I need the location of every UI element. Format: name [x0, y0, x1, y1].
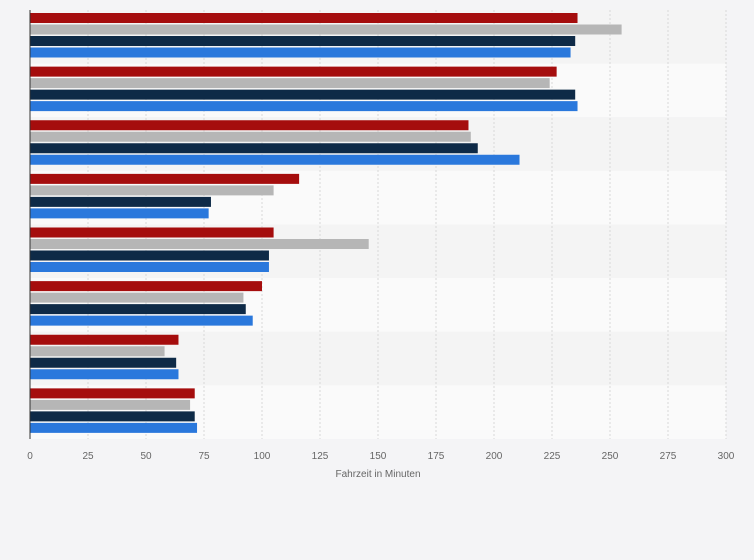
bar — [30, 78, 550, 89]
x-tick-label: 50 — [140, 451, 152, 462]
bar — [30, 101, 578, 112]
x-tick-label: 75 — [198, 451, 210, 462]
x-tick-label: 200 — [486, 451, 503, 462]
bar — [30, 120, 469, 131]
bar — [30, 36, 576, 46]
bar — [30, 89, 576, 100]
x-tick-label: 300 — [718, 451, 735, 462]
bar — [30, 143, 478, 154]
x-tick-label: 0 — [27, 451, 33, 462]
x-tick-label: 100 — [254, 451, 271, 462]
bar — [30, 281, 262, 292]
bar — [30, 422, 198, 433]
x-tick-label: 250 — [602, 451, 619, 462]
bar — [30, 196, 211, 207]
bar — [30, 315, 253, 326]
bar — [30, 13, 578, 23]
bar — [30, 131, 471, 142]
bar — [30, 239, 369, 249]
bar — [30, 399, 191, 410]
bar — [30, 24, 622, 35]
x-tick-label: 225 — [544, 451, 561, 462]
bar — [30, 292, 244, 303]
bar — [30, 47, 571, 58]
x-tick-labels: 0 25 50 75 100 125 150 175 200 225 250 275 300 — [27, 451, 735, 462]
x-tick-label: 275 — [660, 451, 677, 462]
bar — [30, 227, 274, 238]
bar — [30, 154, 520, 165]
bar — [30, 357, 177, 368]
x-tick-label: 150 — [370, 451, 387, 462]
bar — [30, 411, 195, 422]
bar — [30, 250, 269, 261]
bar — [30, 173, 300, 184]
x-axis-label: Fahrzeit in Minuten — [335, 469, 420, 480]
x-tick-label: 125 — [312, 451, 329, 462]
bar — [30, 346, 165, 357]
bar — [30, 66, 557, 77]
bar — [30, 304, 246, 315]
bar — [30, 185, 274, 196]
bar — [30, 262, 269, 272]
bar — [30, 334, 179, 345]
bar — [30, 369, 179, 380]
x-tick-label: 25 — [82, 451, 94, 462]
bars — [30, 13, 622, 433]
x-tick-label: 175 — [428, 451, 445, 462]
bar — [30, 388, 195, 399]
bar — [30, 208, 209, 219]
